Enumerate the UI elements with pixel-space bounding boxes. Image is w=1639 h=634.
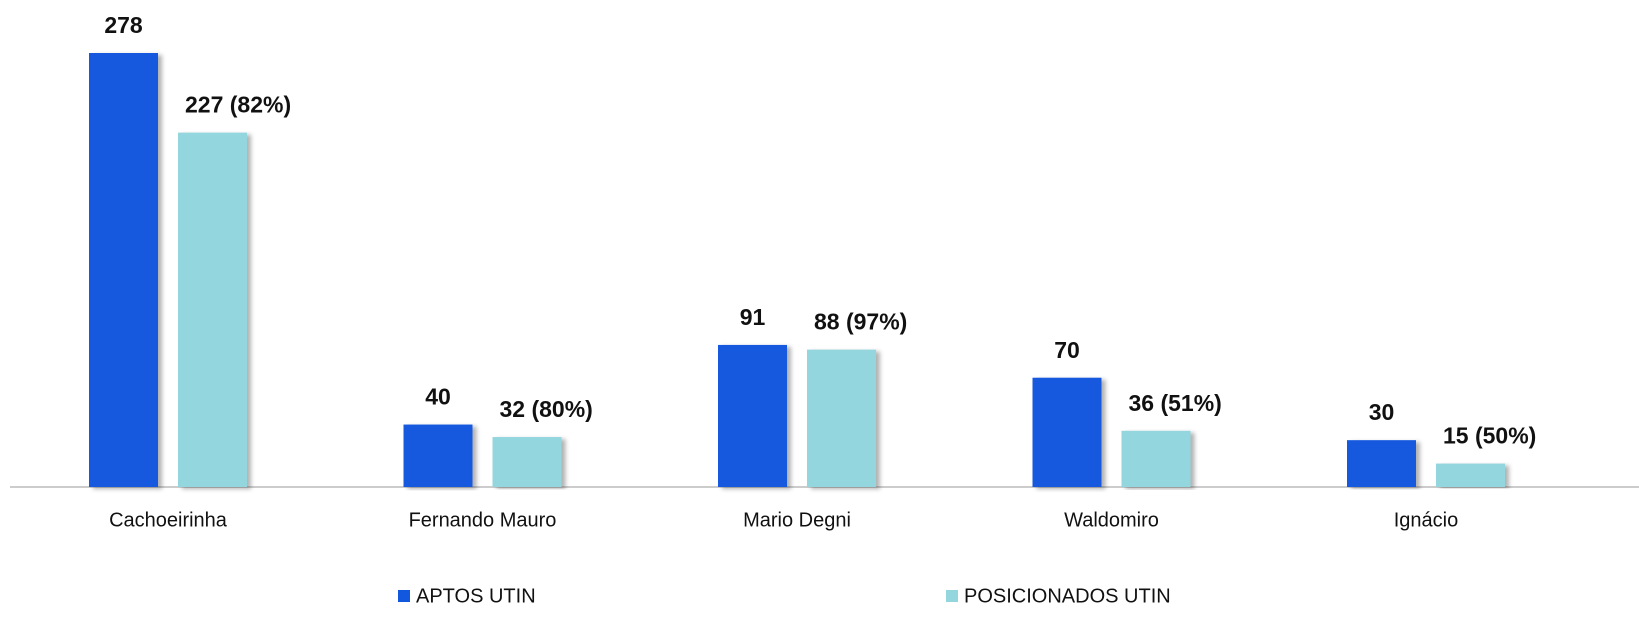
data-label: 15 (50%): [1443, 423, 1536, 449]
legend-swatch: [398, 590, 410, 602]
data-label: 30: [1369, 399, 1395, 425]
bar: [89, 53, 158, 487]
data-label: 227 (82%): [185, 92, 291, 118]
data-label: 40: [425, 384, 451, 410]
bar: [807, 349, 876, 487]
bar: [1032, 377, 1102, 487]
x-tick-label: Ignácio: [1394, 509, 1459, 531]
legend-label: POSICIONADOS UTIN: [964, 585, 1171, 607]
data-label: 70: [1054, 337, 1080, 363]
bar: [178, 132, 247, 487]
x-tick-label: Fernando Mauro: [409, 509, 557, 531]
data-label: 36 (51%): [1129, 390, 1222, 416]
legend-label: APTOS UTIN: [416, 585, 536, 607]
bar: [1121, 430, 1191, 487]
bar: [718, 344, 787, 487]
data-label: 91: [740, 304, 766, 330]
bar: [1436, 463, 1505, 487]
data-label: 32 (80%): [500, 396, 593, 422]
x-tick-label: Cachoeirinha: [109, 509, 228, 531]
bar: [403, 424, 473, 487]
bar: [492, 437, 562, 487]
data-label: 88 (97%): [814, 309, 907, 335]
bar: [1347, 440, 1416, 487]
x-tick-label: Mario Degni: [743, 509, 851, 531]
legend-swatch: [946, 590, 958, 602]
x-tick-label: Waldomiro: [1064, 509, 1159, 531]
data-label: 278: [104, 12, 143, 38]
